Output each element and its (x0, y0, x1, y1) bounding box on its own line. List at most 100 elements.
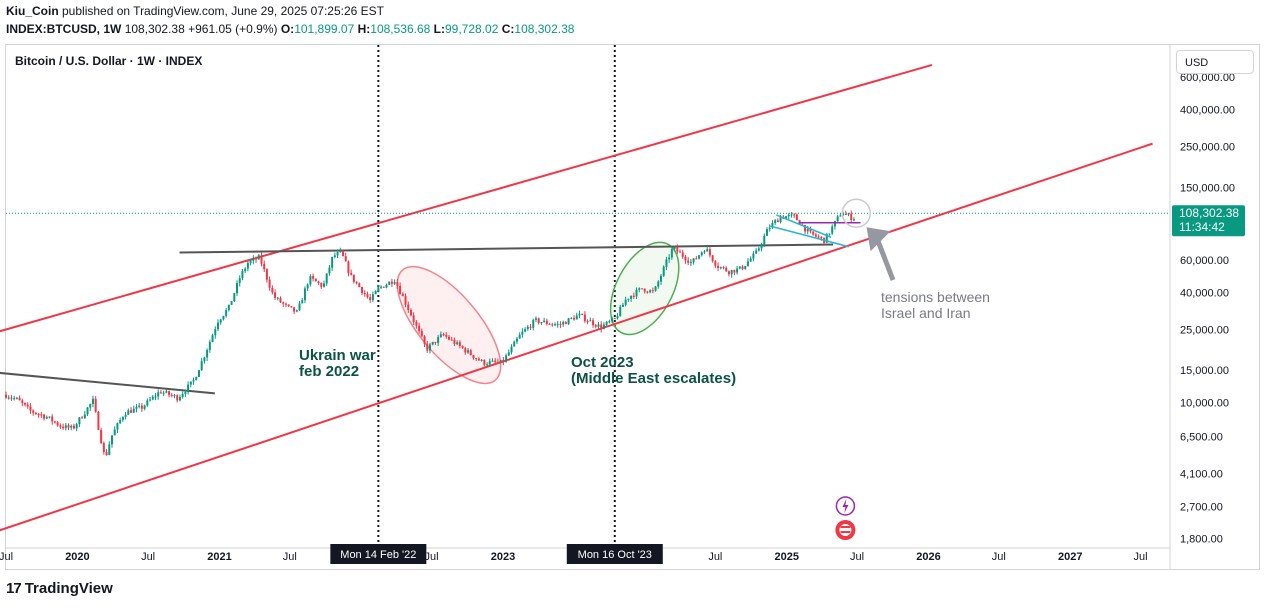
candle-body (371, 294, 374, 301)
candle-body (448, 336, 451, 340)
candle-body (282, 302, 285, 304)
candle-body (684, 256, 687, 261)
candle-body (415, 321, 418, 326)
candle-body (847, 213, 850, 215)
lightning-glyph-icon (842, 499, 849, 513)
flag-upper-line[interactable] (776, 214, 832, 238)
candle-body (236, 282, 239, 294)
candle-body (162, 392, 165, 394)
us-flag-inner-icon (839, 524, 852, 536)
candle-body (695, 258, 698, 260)
currency-button[interactable]: USD (1176, 50, 1254, 74)
candle-body (203, 357, 206, 362)
x-tick-label: Jul (992, 551, 1006, 563)
candle-body (121, 416, 124, 421)
candle-body (284, 303, 287, 305)
trendline[interactable] (0, 371, 215, 395)
candle-body (757, 248, 760, 251)
candle-body (507, 352, 510, 356)
candle-body (494, 360, 497, 362)
tradingview-logo-icon: 17 (6, 580, 22, 597)
trendline[interactable] (0, 64, 933, 333)
candle-body (600, 324, 603, 329)
candle-body (331, 256, 334, 268)
candle-body (138, 405, 141, 407)
candle-body (48, 416, 51, 418)
candle-body (317, 281, 320, 284)
candle-body (586, 321, 589, 323)
candle-body (241, 271, 244, 279)
trendline[interactable] (0, 142, 1153, 532)
candle-body (32, 410, 35, 413)
price-change: +961.05 (+0.9%) (188, 22, 278, 36)
candle-body (192, 380, 195, 382)
candle-body (662, 266, 665, 276)
flag-lower-line[interactable] (770, 225, 850, 248)
x-tick-label: Jul (425, 551, 439, 563)
candle-body (279, 297, 282, 303)
candle-body (124, 414, 127, 417)
candle-body (839, 215, 842, 217)
annotation-text: tensions between (881, 289, 990, 305)
candle-body (524, 329, 527, 332)
candle-body (168, 391, 171, 395)
open-value: 101,899.07 (294, 22, 355, 36)
candle-body (132, 408, 135, 413)
y-tick-label: 2,700.00 (1180, 501, 1223, 513)
candle-body (613, 318, 616, 320)
candle-body (423, 336, 426, 344)
candle-body (146, 400, 149, 406)
candle-body (700, 252, 703, 256)
event-date-tag (330, 544, 427, 564)
candle-body (62, 426, 65, 429)
candle-body (260, 255, 263, 264)
candle-body (401, 293, 404, 297)
candle-body (252, 258, 255, 261)
trendline[interactable] (179, 243, 834, 254)
annotation-text: (Middle East escalates) (571, 370, 736, 387)
candle-body (293, 307, 296, 312)
candle-body (43, 414, 46, 419)
candle-body (635, 289, 638, 297)
high-label: H: (357, 22, 371, 36)
x-tick-label: 2020 (65, 551, 89, 563)
candle-body (719, 267, 722, 269)
candle-body (116, 423, 119, 430)
x-tick-label: 2021 (207, 551, 231, 563)
candle-body (793, 214, 796, 216)
candle-body (342, 250, 345, 257)
candle-body (420, 330, 423, 337)
candle-body (75, 424, 78, 429)
candle-body (771, 223, 774, 228)
candle-body (358, 283, 361, 288)
event-date-tag (566, 544, 663, 564)
candle-body (81, 417, 84, 419)
candle-body (187, 384, 190, 393)
candle-body (67, 425, 70, 428)
candle-body (752, 253, 755, 259)
candle-body (820, 237, 823, 239)
candle-body (287, 304, 290, 307)
candle-body (325, 273, 328, 284)
candle-body (34, 412, 37, 414)
x-tick-label: Jul (1133, 551, 1147, 563)
candle-body (7, 397, 10, 399)
candle-body (197, 370, 200, 377)
candle-body (29, 406, 32, 411)
candle-body (486, 364, 489, 366)
y-tick-label: 4,100.00 (1180, 468, 1223, 480)
candle-body (100, 429, 103, 444)
candle-body (602, 324, 605, 329)
candle-body (833, 220, 836, 227)
low-label: L: (433, 22, 445, 36)
y-tick-label: 250,000.00 (1180, 142, 1235, 154)
candle-body (170, 394, 173, 396)
candle-body (298, 303, 301, 311)
candle-body (608, 321, 611, 323)
candle-body (434, 341, 437, 343)
candle-body (149, 399, 152, 401)
candle-body (396, 282, 399, 286)
candle-body (725, 267, 728, 272)
candle-body (551, 324, 554, 326)
